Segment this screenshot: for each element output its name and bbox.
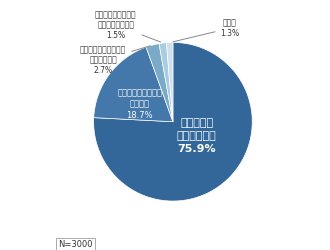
Text: その他
1.3%: その他 1.3% [173, 18, 240, 42]
Text: 子どもが一人で考え
て決める
18.7%: 子どもが一人で考え て決める 18.7% [117, 89, 162, 120]
Text: 親が子どもにテーマを
与えて決める
2.7%: 親が子どもにテーマを 与えて決める 2.7% [80, 45, 150, 75]
Text: 親子で話し
合って決める
75.9%: 親子で話し 合って決める 75.9% [177, 118, 216, 154]
Wedge shape [94, 47, 173, 122]
Text: N=3000: N=3000 [58, 240, 92, 249]
Wedge shape [166, 42, 173, 122]
Text: 学校や塩の先生が与
えたテーマにする
1.5%: 学校や塩の先生が与 えたテーマにする 1.5% [95, 10, 161, 42]
Wedge shape [159, 43, 173, 122]
Wedge shape [94, 42, 252, 201]
Wedge shape [146, 44, 173, 122]
